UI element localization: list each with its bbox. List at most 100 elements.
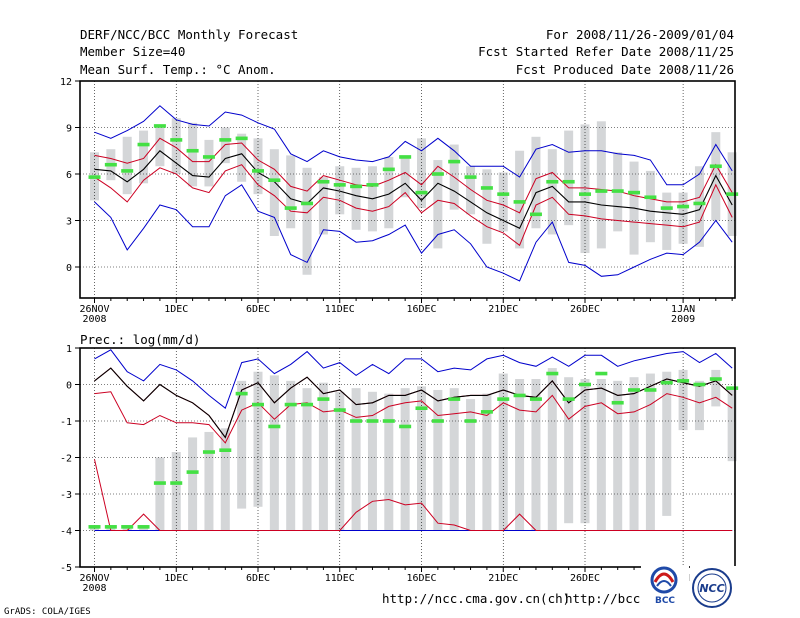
prec-median-marker (317, 397, 330, 401)
temp-spread-bar (547, 149, 557, 235)
prec-y-tick-label: -3 (60, 490, 72, 501)
temp-median-marker (301, 201, 314, 206)
temp-x-tick-label: 1JAN (671, 304, 695, 315)
prec-median-marker (153, 481, 166, 485)
temp-spread-bar (122, 136, 132, 195)
temp-x-tick-label: 21DEC (488, 304, 518, 315)
prec-spread-bar (433, 389, 443, 531)
temp-spread-bar (204, 139, 214, 187)
temp-spread-bar (580, 124, 590, 254)
temp-median-marker (415, 190, 428, 195)
prec-spread-bar (318, 382, 328, 531)
prec-spread-bar (188, 437, 198, 531)
prec-median-marker (104, 525, 117, 529)
prec-median-marker (677, 379, 690, 383)
prec-x-tick-label: 21DEC (488, 573, 518, 584)
temp-median-marker (382, 167, 395, 172)
prec-max-line (94, 349, 733, 410)
prec-x-tick-label: 26DEC (570, 573, 600, 584)
prec-spread-bar (662, 371, 672, 516)
bcc-logo-text: BCC (655, 596, 675, 606)
temp-median-marker (562, 179, 575, 184)
temp-median-marker (513, 200, 526, 204)
temp-median-marker (137, 142, 150, 147)
prec-spread-bar (449, 388, 459, 531)
temp-spread-bar (564, 130, 574, 226)
prec-spread-bar (694, 380, 704, 431)
prec-mean-line (94, 367, 733, 439)
temp-spread-bar (417, 138, 426, 209)
bcc-link[interactable]: http://bcc.c (565, 591, 655, 606)
temp-spread-bar (466, 166, 476, 215)
temp-median-marker (170, 138, 183, 142)
prec-median-marker (726, 386, 739, 390)
forecast-produced-label: Fcst Produced Date 2008/11/26 (516, 62, 734, 77)
prec-spread-bar (711, 369, 721, 407)
prec-median-marker (611, 400, 624, 405)
prec-median-marker (415, 406, 428, 411)
temp-spread-bar (155, 124, 165, 167)
prec-median-marker (595, 371, 608, 376)
temp-median-marker (529, 212, 542, 217)
prec-spread-bar (302, 388, 312, 531)
prec-median-marker (350, 419, 363, 423)
temp-median-marker (693, 201, 706, 206)
prec-spread-bar (335, 391, 345, 531)
ncc-link[interactable]: http://ncc.cma.gov.cn(ch) (382, 591, 570, 606)
prec-median-marker (628, 388, 641, 392)
temp-median-marker (611, 189, 624, 193)
prec-spread-bar (596, 379, 606, 531)
temp-spread-bar (531, 136, 541, 229)
prec-x-tick-label: 6DEC (246, 573, 270, 584)
temp-median-marker (121, 169, 134, 173)
prec-spread-bar (155, 457, 165, 531)
prec-median-marker (480, 410, 493, 414)
prec-spread-bar (171, 452, 181, 531)
temp-q75-line (94, 137, 733, 214)
prec-spread-bar (564, 377, 574, 524)
bcc-logo: BCC (641, 566, 689, 610)
temp-median-marker (448, 159, 461, 164)
prec-x-tick-label: 26NOV (79, 573, 109, 584)
prec-spread-bar (531, 379, 541, 531)
prec-q25-line (94, 391, 733, 444)
prec-spread-bar (286, 380, 296, 531)
temp-median-marker (317, 179, 330, 184)
temp-spread-bar (645, 170, 655, 243)
temp-median-marker (628, 190, 641, 195)
temp-median-marker (219, 138, 232, 142)
prec-median-marker (268, 424, 281, 429)
prec-spread-bar (727, 389, 737, 462)
prec-q10-line (94, 459, 733, 531)
prec-median-marker (693, 382, 706, 387)
prec-x-tick-label: 16DEC (406, 573, 436, 584)
temp-median-marker (464, 175, 477, 179)
temp-plot-frame (79, 80, 736, 299)
temp-median-marker (186, 148, 199, 153)
prec-median-marker (121, 525, 134, 529)
temp-mean-line (94, 150, 733, 230)
forecast-period-label: For 2008/11/26-2009/01/04 (546, 27, 734, 42)
temp-median-marker (726, 192, 739, 196)
prec-spread-bar (580, 379, 590, 524)
prec-spread-bar (269, 375, 279, 531)
prec-y-tick-label: -1 (60, 417, 72, 428)
temp-median-marker (268, 178, 281, 182)
prec-median-marker (235, 391, 248, 396)
prec-spread-bar (367, 391, 377, 531)
temp-spread-bar (694, 166, 704, 247)
prec-median-marker (660, 380, 673, 385)
temp-median-marker (546, 179, 559, 184)
temp-spread-bar (171, 118, 181, 174)
prec-spread-bar (498, 373, 508, 531)
prec-median-marker (448, 397, 461, 401)
temp-y-tick-label: 6 (66, 170, 72, 181)
temp-median-marker (104, 162, 117, 167)
prec-spread-bar (417, 386, 426, 531)
temp-spread-bar (269, 149, 279, 236)
prec-median-marker (170, 481, 183, 485)
prec-median-marker (529, 397, 542, 401)
temp-spread-bar (351, 167, 361, 230)
